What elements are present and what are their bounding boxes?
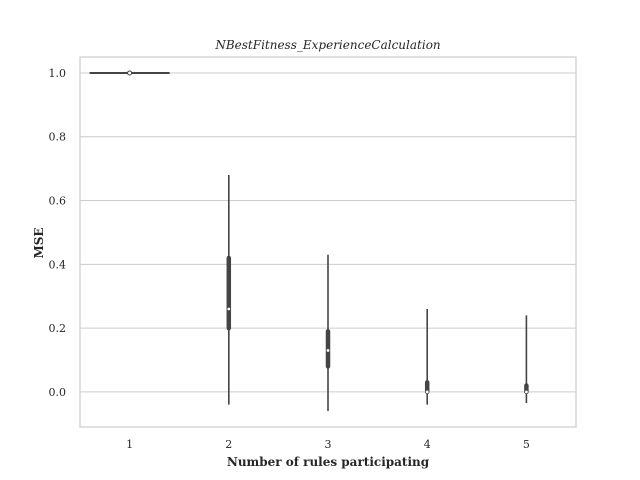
- violin-4: [424, 308, 430, 405]
- violin-1: [89, 70, 170, 76]
- y-tick-label-1: 0.2: [49, 322, 67, 335]
- median-marker-3: [326, 349, 330, 352]
- median-marker-4: [425, 390, 429, 394]
- y-tick-label-0: 0.0: [49, 386, 67, 399]
- plot-frame: [79, 56, 577, 428]
- x-tick-label-1: 2: [225, 438, 232, 451]
- x-axis-label: Number of rules participating: [227, 455, 430, 469]
- chart-title: NBestFitness_ExperienceCalculation: [214, 38, 440, 52]
- y-tick-label-5: 1.0: [49, 67, 67, 80]
- y-axis-label: MSE: [32, 227, 46, 258]
- x-tick-label-4: 5: [523, 438, 530, 451]
- violin-5: [524, 315, 529, 404]
- x-tick-label-0: 1: [126, 438, 133, 451]
- violin-3: [325, 254, 331, 412]
- violins: [89, 70, 529, 412]
- x-tick-labels: 1 2 3 4 5: [126, 438, 530, 451]
- violin-2: [226, 175, 232, 405]
- y-tick-label-4: 0.8: [49, 131, 67, 144]
- x-tick-label-3: 4: [424, 438, 431, 451]
- y-tick-label-2: 0.4: [49, 258, 67, 271]
- y-tick-label-3: 0.6: [49, 195, 67, 208]
- median-marker-1: [127, 70, 133, 76]
- x-tick-label-2: 3: [325, 438, 332, 451]
- median-marker-5: [525, 390, 528, 394]
- median-marker-2: [227, 307, 231, 311]
- y-tick-labels: 0.0 0.2 0.4 0.6 0.8 1.0: [49, 67, 67, 399]
